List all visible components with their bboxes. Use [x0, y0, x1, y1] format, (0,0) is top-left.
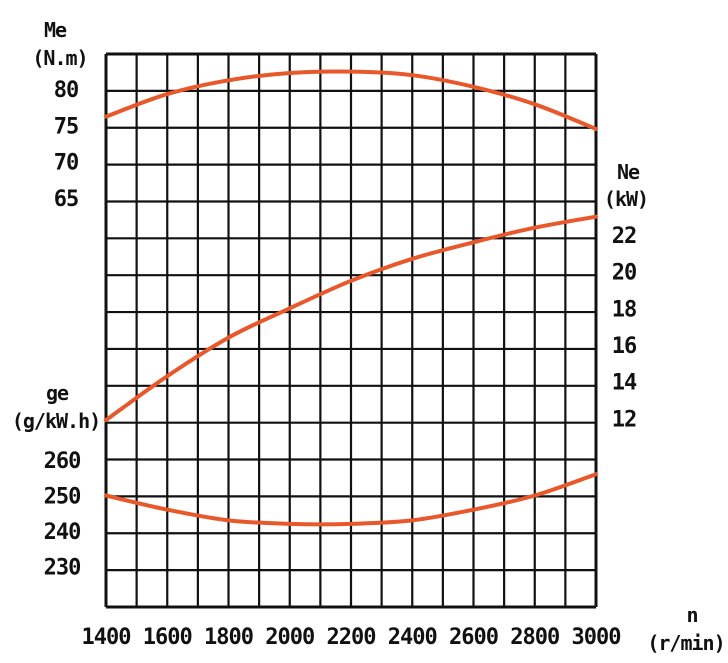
ge-tick-label: 240	[44, 520, 81, 545]
ne-tick-label: 14	[612, 371, 637, 396]
me-curve	[104, 69, 598, 131]
curves	[104, 69, 598, 527]
ne-tick-labels: 22 20 18 16 14 12	[612, 224, 638, 432]
ne-curve	[104, 214, 598, 423]
ne-tick-label: 16	[612, 334, 637, 359]
me-tick-label: 80	[54, 78, 79, 103]
ne-axis-unit: (kW)	[604, 187, 648, 211]
ge-tick-label: 260	[44, 449, 81, 474]
ge-tick-label: 230	[44, 556, 81, 581]
x-tick-label: 2200	[327, 625, 376, 650]
ge-axis-unit: (g/kW.h)	[12, 409, 100, 433]
ge-tick-labels: 260 250 240 230	[44, 449, 82, 581]
ne-tick-label: 12	[612, 407, 637, 432]
ne-tick-label: 22	[612, 224, 637, 249]
me-tick-label: 70	[54, 151, 79, 176]
ne-tick-label: 18	[612, 297, 637, 322]
me-axis-label: Me	[44, 18, 67, 42]
x-tick-label: 2600	[449, 625, 498, 650]
me-tick-labels: 80 75 70 65	[54, 78, 80, 212]
x-tick-label: 1800	[204, 625, 253, 650]
me-tick-label: 65	[54, 187, 79, 212]
x-axis-unit: (r/min)	[647, 631, 724, 655]
ge-axis-label: ge	[46, 381, 69, 405]
me-axis-unit: (N.m)	[32, 46, 87, 70]
ne-tick-label: 20	[612, 261, 637, 286]
x-tick-label: 3000	[572, 625, 621, 650]
x-tick-label: 2800	[510, 625, 559, 650]
x-tick-labels: 1400 1600 1800 2000 2200 2400 2600 2800 3000	[82, 625, 622, 650]
grid	[104, 52, 598, 609]
x-tick-label: 1600	[143, 625, 192, 650]
x-tick-label: 2400	[388, 625, 437, 650]
x-tick-label: 1400	[82, 625, 131, 650]
ne-axis-label: Ne	[617, 160, 640, 184]
x-axis-label: n	[686, 603, 697, 627]
ge-curve	[104, 472, 598, 527]
me-tick-label: 75	[54, 114, 79, 139]
ge-tick-label: 250	[44, 485, 81, 510]
x-tick-label: 2000	[265, 625, 314, 650]
